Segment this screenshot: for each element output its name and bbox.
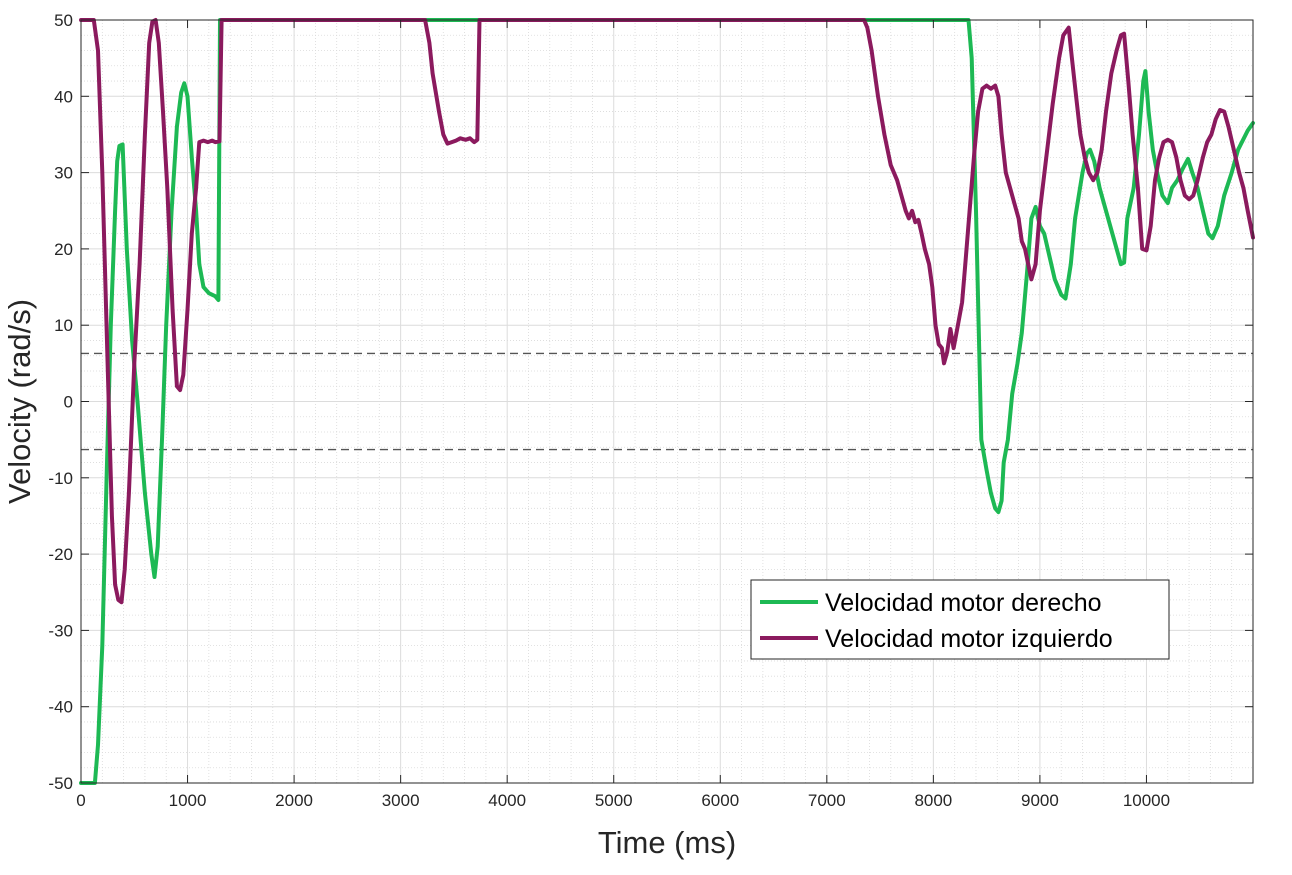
y-tick-label: 50 <box>54 11 73 30</box>
x-tick-label: 8000 <box>914 791 952 810</box>
x-tick-label: 1000 <box>169 791 207 810</box>
reference-lines <box>81 352 1253 451</box>
legend-label-derecho: Velocidad motor derecho <box>825 589 1102 617</box>
y-tick-label: 10 <box>54 316 73 335</box>
x-tick-label: 10000 <box>1123 791 1170 810</box>
y-tick-label: -20 <box>48 545 73 564</box>
y-tick-label: -30 <box>48 621 73 640</box>
y-tick-label: 0 <box>64 393 73 412</box>
y-axis-ticks: -50 -40 -30 -20 -10 0 10 20 30 40 50 <box>48 11 1253 793</box>
x-axis-ticks: 0 1000 2000 3000 4000 5000 6000 7000 8000 9000 100… <box>76 20 1170 810</box>
x-tick-label: 9000 <box>1021 791 1059 810</box>
legend: Velocidad motor derecho Velocidad motor … <box>750 579 1170 660</box>
y-tick-label: 20 <box>54 240 73 259</box>
y-tick-label: -10 <box>48 469 73 488</box>
y-tick-label: -40 <box>48 698 73 717</box>
legend-label-izquierdo: Velocidad motor izquierdo <box>825 625 1113 653</box>
y-tick-label: 40 <box>54 87 73 106</box>
legend-box <box>750 579 1170 660</box>
series-layer <box>79 18 1255 785</box>
x-axis-label: Time (ms) <box>598 825 736 860</box>
series-line-1 <box>79 18 1255 605</box>
x-tick-label: 6000 <box>701 791 739 810</box>
x-tick-label: 0 <box>76 791 85 810</box>
x-tick-label: 7000 <box>808 791 846 810</box>
x-tick-label: 2000 <box>275 791 313 810</box>
y-tick-label: 30 <box>54 164 73 183</box>
y-axis-label: Velocity (rad/s) <box>2 299 37 504</box>
y-tick-label: -50 <box>48 774 73 793</box>
x-tick-label: 4000 <box>488 791 526 810</box>
x-tick-label: 3000 <box>382 791 420 810</box>
series-line-0 <box>79 18 1255 785</box>
x-tick-label: 5000 <box>595 791 633 810</box>
